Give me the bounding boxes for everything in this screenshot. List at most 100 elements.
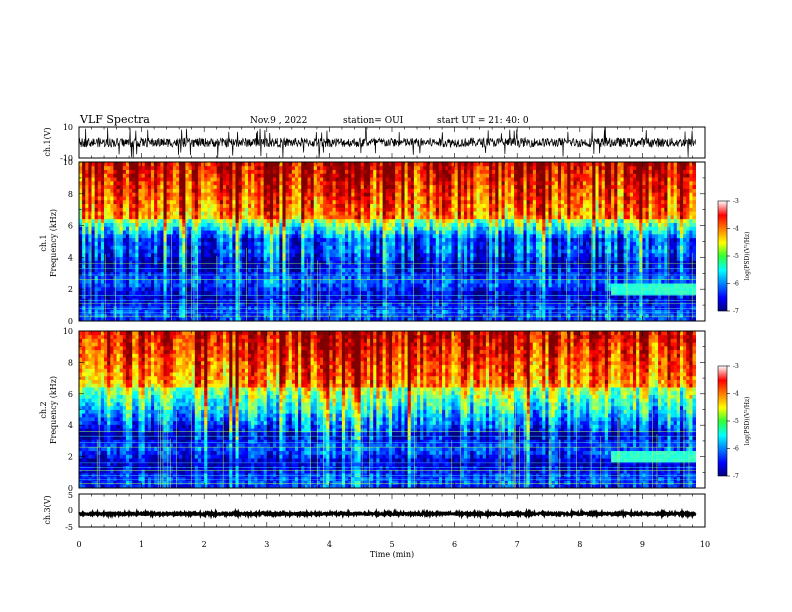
spectrogram-cell	[395, 260, 399, 265]
spectrogram-cell	[185, 218, 189, 223]
spectrogram-cell	[329, 271, 333, 276]
spectrogram-cell	[185, 211, 189, 216]
spectrogram-cell	[107, 275, 111, 280]
spectrogram-cell	[407, 256, 412, 261]
spectrogram-cell	[235, 173, 240, 178]
spectrogram-cell	[248, 305, 252, 311]
spectrogram-cell	[366, 215, 371, 220]
spectrogram-cell	[298, 196, 302, 201]
spectrogram-cell	[213, 271, 218, 276]
spectrogram-cell	[194, 218, 199, 223]
spectrogram-cell	[316, 207, 321, 212]
spectrogram-cell	[222, 203, 227, 208]
spectrogram-cell	[298, 218, 302, 223]
spectrogram-cell	[147, 305, 152, 311]
spectrogram-cell	[185, 215, 189, 220]
spectrogram-cell	[388, 305, 393, 311]
spectrogram-cell	[326, 184, 330, 189]
spectrogram-cell	[88, 230, 92, 235]
spectrogram-cell	[260, 245, 265, 250]
spectrogram-cell	[132, 294, 136, 299]
spectrogram-cell	[232, 162, 236, 167]
spectrogram-cell	[429, 199, 434, 205]
spectrogram-cell	[382, 211, 387, 216]
spectrogram-cell	[398, 271, 402, 276]
spectrogram-cell	[232, 188, 236, 193]
spectrogram-cell	[210, 173, 214, 178]
spectrogram-cell	[407, 222, 412, 227]
spectrogram-cell	[141, 230, 146, 235]
spectrogram-cell	[269, 173, 274, 178]
spectrogram-cell	[94, 294, 99, 299]
spectrogram-cell	[294, 233, 299, 239]
spectrogram-cell	[329, 309, 333, 314]
spectrogram-cell	[357, 165, 362, 170]
spectrogram-cell	[273, 313, 277, 318]
spectrogram-cell	[226, 275, 230, 280]
spectrogram-cell	[373, 215, 377, 220]
spectrogram-cell	[263, 283, 268, 288]
spectrogram-cell	[348, 302, 352, 307]
spectrogram-cell	[357, 230, 362, 235]
spectrogram-cell	[116, 188, 121, 193]
spectrogram-cell	[388, 203, 393, 208]
spectrogram-cell	[235, 279, 240, 284]
spectrogram-cell	[388, 271, 393, 276]
spectrogram-cell	[191, 230, 196, 235]
spectrogram-cell	[235, 256, 240, 261]
spectrogram-cell	[110, 283, 114, 288]
spectrogram-cell	[182, 192, 186, 197]
spectrogram-cell	[254, 226, 258, 231]
spectrogram-cell	[313, 165, 318, 170]
spectrogram-cell	[85, 162, 89, 167]
spectrogram-cell	[341, 233, 346, 239]
spectrogram-cell	[248, 294, 252, 299]
spectrogram-cell	[235, 241, 240, 246]
spectrogram-cell	[266, 264, 271, 269]
spectrogram-cell	[176, 165, 180, 170]
spectrogram-cell	[141, 226, 146, 231]
spectrogram-cell	[216, 264, 221, 269]
spectrogram-cell	[104, 294, 108, 299]
spectrogram-cell	[370, 173, 374, 178]
spectrogram-cell	[373, 162, 377, 167]
spectrogram-cell	[435, 226, 440, 231]
spectrogram-cell	[166, 264, 171, 269]
spectrogram-cell	[257, 290, 261, 295]
spectrogram-cell	[351, 169, 355, 174]
spectrogram-cell	[266, 241, 271, 246]
spectrogram-cell	[323, 271, 327, 276]
spectrogram-cell	[385, 256, 390, 261]
spectrogram-cell	[288, 256, 293, 261]
spectrogram-cell	[110, 177, 114, 182]
spectrogram-cell	[423, 271, 427, 276]
spectrogram-cell	[91, 222, 96, 227]
spectrogram-cell	[366, 286, 371, 292]
spectrogram-cell	[129, 237, 133, 242]
spectrogram-cell	[94, 222, 99, 227]
spectrogram-cell	[88, 177, 92, 182]
spectrogram-cell	[229, 230, 233, 235]
spectrogram-cell	[379, 230, 384, 235]
spectrogram-cell	[235, 199, 240, 205]
spectrogram-cell	[404, 215, 409, 220]
spectrogram-cell	[248, 207, 252, 212]
spectrogram-cell	[147, 215, 152, 220]
spectrogram-cell	[276, 196, 280, 201]
spectrogram-cell	[201, 256, 205, 261]
spectrogram-cell	[219, 249, 224, 254]
spectrogram-cell	[144, 180, 149, 186]
spectrogram-cell	[269, 241, 274, 246]
spectrogram-cell	[385, 294, 390, 299]
spectrogram-cell	[132, 218, 136, 223]
spectrogram-cell	[232, 237, 236, 242]
spectrogram-cell	[226, 162, 230, 167]
spectrogram-cell	[185, 169, 189, 174]
spectrogram-cell	[100, 226, 105, 231]
spectrogram-cell	[345, 245, 349, 250]
spectrogram-cell	[263, 279, 268, 284]
spectrogram-cell	[438, 317, 443, 322]
spectrogram-cell	[370, 237, 374, 242]
spectrogram-cell	[163, 279, 168, 284]
spectrogram-cell	[219, 294, 224, 299]
